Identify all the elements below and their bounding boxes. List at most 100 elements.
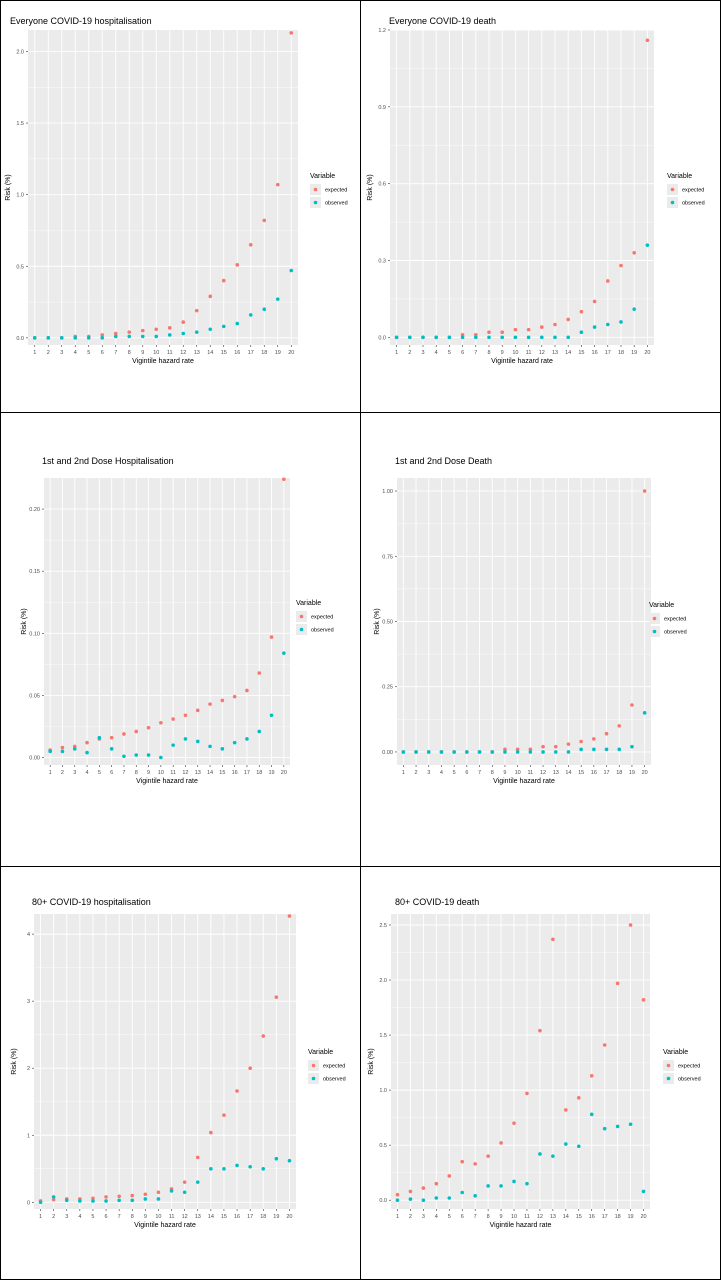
observed-point: [447, 1196, 452, 1200]
legend-key-observed: [313, 200, 318, 205]
x-tick-label: 9: [501, 350, 504, 356]
expected-point: [269, 635, 274, 639]
legend-title: Variable: [649, 602, 674, 609]
x-tick-label: 16: [589, 1214, 595, 1220]
x-tick-label: 16: [592, 350, 598, 356]
y-tick-label: 0.5: [379, 1143, 387, 1149]
expected-point: [579, 309, 584, 314]
y-axis-title: Risk (%): [367, 174, 374, 200]
x-tick-label: 9: [144, 1214, 147, 1220]
y-tick-label: 0.25: [382, 685, 393, 691]
legend-key-observed: [666, 1076, 671, 1081]
expected-point: [528, 747, 533, 752]
x-tick-label: 12: [180, 350, 186, 356]
chart-panel-1: Everyone COVID-19 hospitalisation 0.0 0.5 1…: [0, 0, 361, 412]
chart-panel-3: 1st and 2nd Dose Hospitalisation 0.00 0.05…: [0, 412, 361, 867]
observed-point: [592, 325, 597, 329]
chart-svg-1: Everyone COVID-19 hospitalisation 0.0 0.5 1…: [5, 16, 348, 365]
x-tick-label: 17: [247, 1214, 253, 1220]
x-tick-label: 17: [605, 350, 611, 356]
observed-point: [628, 1122, 633, 1127]
x-tick-label: 14: [565, 350, 571, 356]
expected-point: [632, 251, 636, 255]
x-tick-label: 13: [550, 1214, 556, 1220]
observed-point: [113, 334, 118, 339]
observed-point: [503, 750, 507, 754]
plot-panel: [34, 914, 296, 1209]
observed-point: [564, 1142, 568, 1146]
x-tick-label: 19: [268, 770, 274, 776]
expected-point: [208, 294, 213, 299]
observed-point: [447, 335, 452, 340]
y-tick-label: 0: [27, 1200, 30, 1206]
expected-point: [91, 1196, 95, 1201]
x-tick-label: 8: [135, 770, 138, 776]
frame-vertical-divider: [360, 0, 361, 1280]
x-tick-label: 20: [281, 770, 287, 776]
observed-point: [194, 330, 199, 334]
observed-point: [408, 335, 412, 340]
observed-point: [182, 1190, 187, 1195]
chart-svg-4: 1st and 2nd Dose Death 0.00 0.25 0.50 0.75 1.…: [374, 456, 687, 785]
expected-point: [130, 1193, 135, 1198]
legend-label-observed: observed: [678, 1077, 701, 1083]
observed-point: [592, 747, 596, 752]
observed-point: [641, 1189, 646, 1194]
expected-point: [140, 328, 145, 333]
expected-point: [261, 1034, 266, 1038]
expected-point: [235, 1089, 239, 1093]
x-tick-label: 2: [408, 350, 411, 356]
observed-point: [645, 243, 650, 247]
observed-point: [401, 750, 406, 754]
y-tick-label: 0.0: [379, 1198, 387, 1204]
x-tick-label: 12: [182, 1214, 188, 1220]
x-axis-title: Vigintile hazard rate: [491, 358, 553, 365]
expected-point: [183, 713, 188, 718]
frame-left: [0, 0, 1, 1280]
observed-point: [540, 335, 544, 340]
expected-point: [474, 332, 478, 337]
x-tick-label: 5: [98, 770, 101, 776]
expected-point: [526, 327, 531, 332]
x-tick-label: 15: [578, 770, 584, 776]
legend-title: Variable: [308, 1049, 333, 1056]
x-tick-label: 16: [234, 350, 240, 356]
expected-point: [282, 477, 286, 482]
observed-point: [394, 335, 399, 340]
expected-point: [146, 725, 151, 730]
x-tick-label: 1: [33, 350, 36, 356]
observed-point: [434, 335, 438, 340]
x-tick-label: 8: [487, 350, 490, 356]
legend-title: Variable: [667, 173, 692, 180]
x-tick-label: 6: [101, 350, 104, 356]
x-tick-label: 3: [421, 350, 424, 356]
legend-key-observed: [652, 629, 657, 634]
expected-point: [257, 671, 262, 675]
observed-point: [525, 1181, 529, 1186]
observed-point: [156, 1197, 161, 1201]
expected-point: [248, 1066, 252, 1071]
observed-point: [274, 1156, 279, 1161]
x-tick-label: 19: [629, 770, 635, 776]
expected-point: [245, 688, 249, 693]
x-tick-label: 19: [275, 350, 281, 356]
x-tick-label: 7: [474, 1214, 477, 1220]
observed-point: [209, 1166, 213, 1171]
x-tick-label: 18: [261, 350, 267, 356]
x-tick-label: 9: [141, 350, 144, 356]
expected-point: [395, 1192, 400, 1197]
x-tick-label: 4: [86, 770, 89, 776]
observed-point: [490, 750, 495, 754]
x-tick-label: 14: [207, 770, 213, 776]
x-tick-label: 20: [644, 350, 650, 356]
observed-point: [221, 324, 226, 329]
x-tick-label: 1: [39, 1214, 42, 1220]
chart-panel-2: Everyone COVID-19 death 0.0 0.3 0.6 0.9 1.2 1 2…: [361, 0, 721, 412]
legend-label-observed: observed: [325, 201, 348, 207]
expected-point: [408, 1189, 413, 1194]
x-tick-label: 4: [435, 1214, 438, 1220]
x-tick-label: 17: [248, 350, 254, 356]
y-tick-label: 1: [27, 1133, 30, 1139]
x-tick-label: 7: [474, 350, 477, 356]
